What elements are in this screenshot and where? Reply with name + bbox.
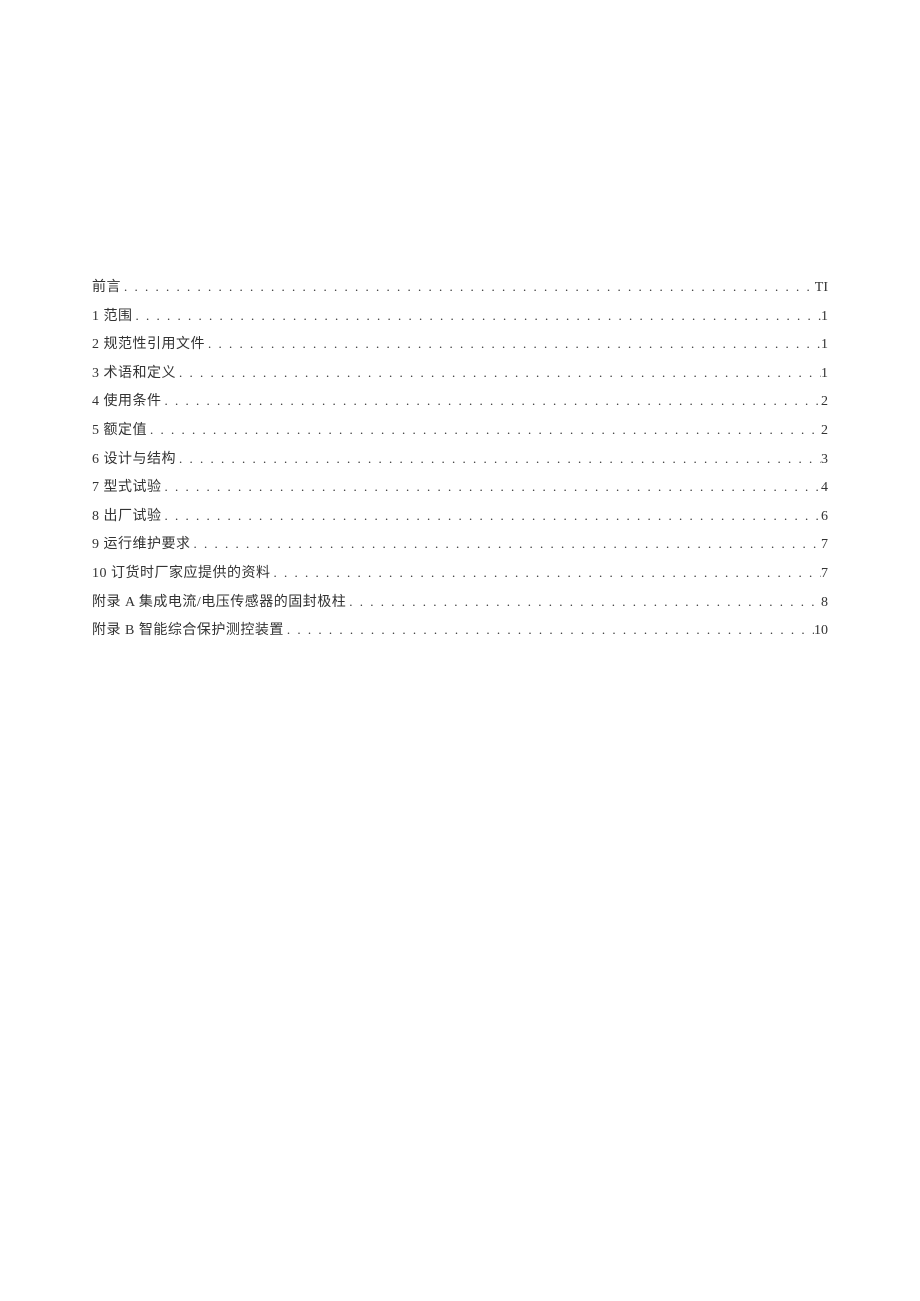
toc-dots: . . . . . . . . . . . . . . . . . . . . … [147,421,821,439]
toc-entry: 2 规范性引用文件 . . . . . . . . . . . . . . . … [92,335,828,355]
toc-dots: . . . . . . . . . . . . . . . . . . . . … [176,364,821,382]
toc-page: 1 [821,307,828,327]
toc-dots: . . . . . . . . . . . . . . . . . . . . … [133,307,822,325]
toc-label: 前言 [92,278,121,298]
toc-page: 2 [821,421,828,441]
toc-entry: 7 型式试验 . . . . . . . . . . . . . . . . .… [92,478,828,498]
toc-page: 7 [821,535,828,555]
toc-entry: 10 订货时厂家应提供的资料 . . . . . . . . . . . . .… [92,564,828,584]
toc-page: TI [815,278,828,298]
toc-dots: . . . . . . . . . . . . . . . . . . . . … [191,535,822,553]
toc-dots: . . . . . . . . . . . . . . . . . . . . … [205,335,821,353]
toc-entry: 8 出厂试验 . . . . . . . . . . . . . . . . .… [92,507,828,527]
toc-page: 1 [821,364,828,384]
toc-label: 10 订货时厂家应提供的资料 [92,564,271,584]
toc-label: 附录 A 集成电流/电压传感器的固封极柱 [92,593,346,613]
toc-dots: . . . . . . . . . . . . . . . . . . . . … [284,621,814,639]
toc-entry: 4 使用条件 . . . . . . . . . . . . . . . . .… [92,392,828,412]
table-of-contents: 前言 . . . . . . . . . . . . . . . . . . .… [92,278,828,650]
toc-label: 3 术语和定义 [92,364,176,384]
toc-page: 3 [821,450,828,470]
toc-dots: . . . . . . . . . . . . . . . . . . . . … [121,278,815,296]
toc-dots: . . . . . . . . . . . . . . . . . . . . … [162,507,822,525]
toc-label: 2 规范性引用文件 [92,335,205,355]
toc-entry: 3 术语和定义 . . . . . . . . . . . . . . . . … [92,364,828,384]
toc-dots: . . . . . . . . . . . . . . . . . . . . … [162,392,822,410]
toc-page: 7 [821,564,828,584]
toc-page: 4 [821,478,828,498]
toc-entry: 5 额定值 . . . . . . . . . . . . . . . . . … [92,421,828,441]
toc-page: 6 [821,507,828,527]
toc-label: 9 运行维护要求 [92,535,191,555]
toc-page: 2 [821,392,828,412]
toc-dots: . . . . . . . . . . . . . . . . . . . . … [176,450,821,468]
toc-entry: 1 范围 . . . . . . . . . . . . . . . . . .… [92,307,828,327]
toc-page: 1 [821,335,828,355]
toc-page: 8 [821,593,828,613]
toc-label: 6 设计与结构 [92,450,176,470]
toc-entry: 附录 A 集成电流/电压传感器的固封极柱 . . . . . . . . . .… [92,593,828,613]
toc-page: 10 [814,621,828,641]
toc-entry: 附录 B 智能综合保护测控装置 . . . . . . . . . . . . … [92,621,828,641]
toc-label: 附录 B 智能综合保护测控装置 [92,621,284,641]
toc-dots: . . . . . . . . . . . . . . . . . . . . … [346,593,821,611]
toc-label: 8 出厂试验 [92,507,162,527]
toc-entry: 前言 . . . . . . . . . . . . . . . . . . .… [92,278,828,298]
toc-label: 1 范围 [92,307,133,327]
toc-label: 7 型式试验 [92,478,162,498]
toc-label: 5 额定值 [92,421,147,441]
toc-dots: . . . . . . . . . . . . . . . . . . . . … [162,478,822,496]
toc-entry: 6 设计与结构 . . . . . . . . . . . . . . . . … [92,450,828,470]
toc-label: 4 使用条件 [92,392,162,412]
toc-dots: . . . . . . . . . . . . . . . . . . . . … [271,564,822,582]
toc-entry: 9 运行维护要求 . . . . . . . . . . . . . . . .… [92,535,828,555]
